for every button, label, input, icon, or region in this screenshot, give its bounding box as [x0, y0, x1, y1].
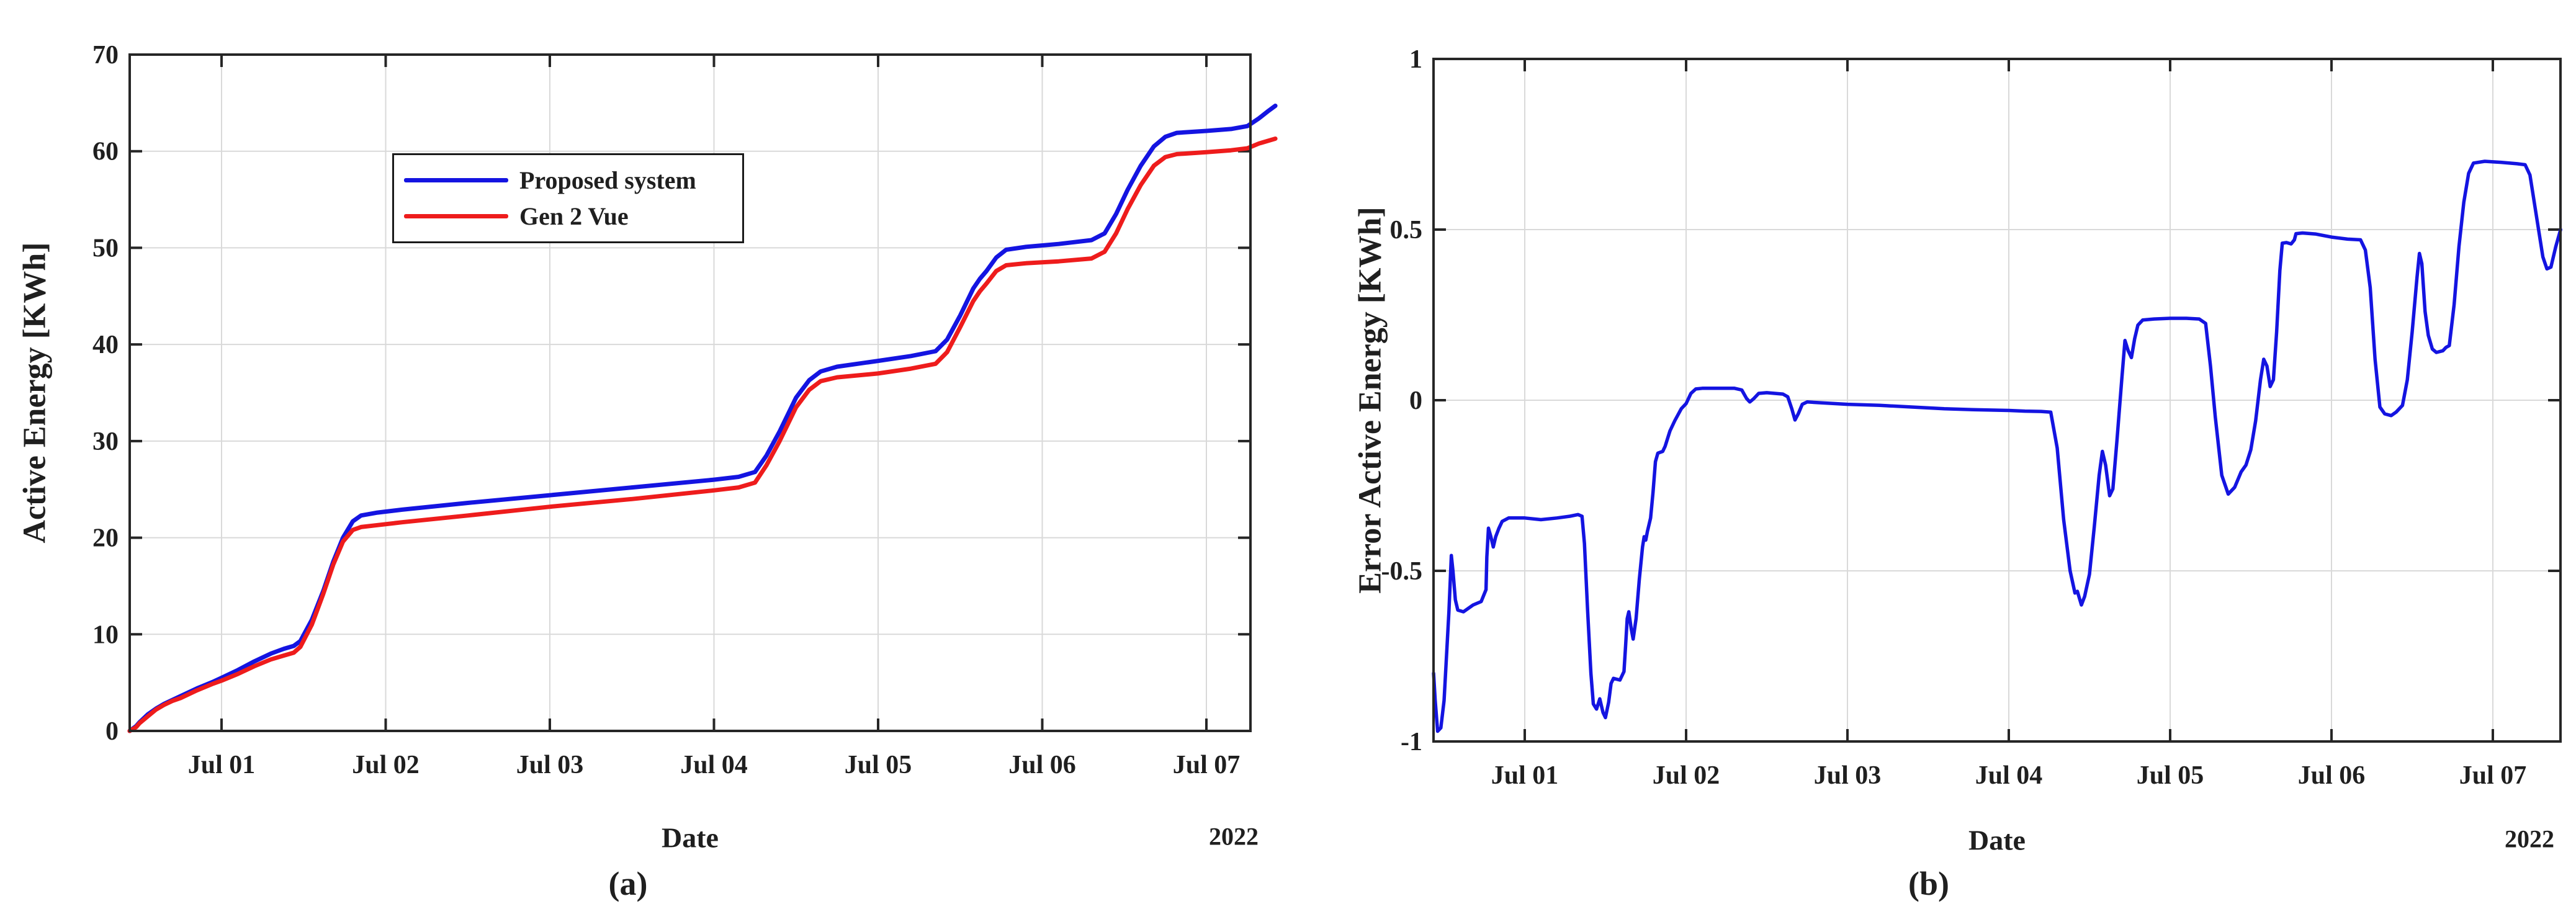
legend-label: Proposed system: [519, 166, 696, 194]
right-year-label: 2022: [2505, 825, 2554, 853]
y-tick-label: 70: [92, 41, 119, 69]
y-tick-label: 0.5: [1390, 216, 1423, 244]
caption-a: (a): [608, 865, 648, 902]
x-tick-label: Jul 05: [2137, 761, 2204, 790]
x-tick-label: Jul 07: [2459, 761, 2527, 790]
left-x-axis-title: Date: [662, 822, 719, 854]
left-y-axis-title: Active Energy [KWh]: [17, 242, 53, 544]
y-tick-label: 40: [92, 331, 119, 359]
legend-item-gen-2-vue: Gen 2 Vue: [394, 202, 742, 230]
legend-item-proposed-system: Proposed system: [394, 166, 742, 194]
legend-line-swatch-red: [404, 214, 508, 218]
right-y-axis-title: Error Active Energy [KWh]: [1352, 207, 1388, 594]
legend-label: Gen 2 Vue: [519, 202, 629, 230]
y-tick-label: 20: [92, 524, 119, 553]
x-tick-label: Jul 07: [1173, 751, 1241, 779]
x-tick-label: Jul 03: [1814, 761, 1882, 790]
y-tick-label: 0: [105, 717, 119, 746]
series-line-gen-2-vue: [127, 137, 1278, 733]
y-tick-label: 60: [92, 138, 119, 166]
left-year-label: 2022: [1209, 822, 1259, 851]
y-tick-label: 50: [92, 234, 119, 262]
x-tick-label: Jul 01: [1491, 761, 1559, 790]
y-tick-label: -1: [1401, 728, 1422, 756]
x-tick-label: Jul 05: [845, 751, 912, 779]
y-tick-label: 0: [1409, 387, 1422, 415]
series-line-proposed-system: [127, 104, 1278, 733]
x-tick-label: Jul 04: [680, 751, 748, 779]
right-x-axis-title: Date: [1968, 824, 2026, 856]
axes-box-panel-b: [1432, 58, 2562, 743]
x-tick-label: Jul 04: [1975, 761, 2043, 790]
x-tick-label: Jul 06: [1008, 751, 1076, 779]
x-tick-label: Jul 01: [188, 751, 256, 779]
y-tick-label: -0.5: [1381, 557, 1423, 586]
x-tick-label: Jul 03: [516, 751, 584, 779]
legend-line-swatch-blue: [404, 178, 508, 182]
x-tick-label: Jul 02: [352, 751, 420, 779]
y-tick-label: 30: [92, 428, 119, 456]
y-tick-label: 10: [92, 620, 119, 649]
y-tick-label: 1: [1409, 45, 1422, 74]
caption-b: (b): [1908, 865, 1949, 902]
legend-box: Proposed system Gen 2 Vue: [392, 153, 744, 243]
axes-box-panel-a: [128, 53, 1252, 732]
x-tick-label: Jul 06: [2298, 761, 2366, 790]
series-line-error-proposed-system-gen-2-vue-: [1432, 159, 2562, 733]
x-tick-label: Jul 02: [1653, 761, 1720, 790]
